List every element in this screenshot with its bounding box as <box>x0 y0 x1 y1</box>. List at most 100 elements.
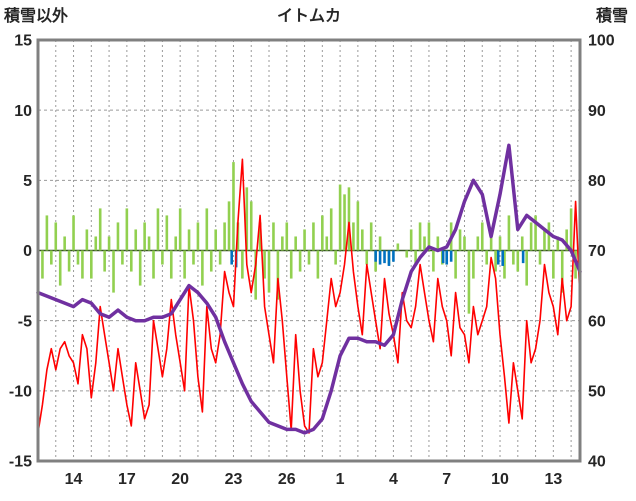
green-bars <box>85 229 89 251</box>
green-bars <box>232 162 235 251</box>
green-bars <box>272 222 275 251</box>
blue-bars <box>383 250 386 264</box>
right-axis-tick-label: 70 <box>588 243 606 260</box>
green-bars <box>76 250 80 265</box>
green-bars <box>218 250 222 265</box>
green-bars <box>338 184 342 251</box>
green-bars <box>529 222 533 251</box>
blue-bars <box>449 250 453 262</box>
x-axis-tick-label: 4 <box>389 471 398 488</box>
green-bars <box>134 229 138 251</box>
green-bars <box>472 250 475 279</box>
green-bars <box>356 201 360 251</box>
x-axis-tick-label: 17 <box>118 471 136 488</box>
green-bars <box>187 229 191 251</box>
green-bars <box>427 222 431 251</box>
green-bars <box>312 222 315 251</box>
green-bars <box>334 250 337 265</box>
green-bars <box>254 250 257 300</box>
green-bars <box>520 236 524 251</box>
green-bars <box>58 250 62 286</box>
green-bars <box>245 187 249 251</box>
green-bars <box>436 236 440 251</box>
green-bars <box>192 250 195 265</box>
green-bars <box>129 250 133 272</box>
green-bars <box>63 236 66 251</box>
green-bars <box>307 250 311 265</box>
green-bars <box>54 222 58 251</box>
green-bars <box>569 208 573 251</box>
green-bars <box>98 208 102 251</box>
right-axis-tick-label: 60 <box>588 313 606 330</box>
green-bars <box>125 208 129 251</box>
green-bars <box>516 250 520 272</box>
green-bars <box>525 250 528 286</box>
green-bars <box>454 250 457 279</box>
green-bars <box>152 250 155 279</box>
green-bars <box>258 222 262 251</box>
green-bars <box>463 236 466 251</box>
blue-bars <box>441 250 445 264</box>
blue-bars <box>392 250 395 262</box>
green-bars <box>94 236 98 251</box>
x-axis-tick-label: 10 <box>491 471 509 488</box>
green-bars <box>156 208 160 251</box>
green-bars <box>480 222 484 251</box>
green-bars <box>205 208 209 251</box>
blue-bars <box>374 250 377 262</box>
green-bars <box>45 215 49 251</box>
green-bars <box>289 250 293 279</box>
green-bars <box>543 229 546 251</box>
green-bars <box>263 250 266 279</box>
green-bars <box>552 250 555 279</box>
green-bars <box>112 250 115 293</box>
green-bars <box>147 236 151 251</box>
right-axis-tick-label: 40 <box>588 454 606 471</box>
green-bars <box>498 236 502 251</box>
green-bars <box>209 250 213 272</box>
left-axis-tick-label: 0 <box>23 243 32 260</box>
left-axis-tick-label: -10 <box>9 383 32 400</box>
blue-bars <box>521 250 525 264</box>
green-bars <box>303 229 306 251</box>
green-bars <box>507 215 511 251</box>
blue-bars <box>230 250 233 265</box>
green-bars <box>201 250 204 286</box>
green-bars <box>214 229 218 251</box>
green-bars <box>494 250 497 272</box>
green-bars <box>227 201 231 251</box>
green-bars <box>196 222 200 251</box>
green-bars <box>241 250 244 279</box>
green-bars <box>183 250 186 279</box>
right-axis-title: 積雪 <box>595 8 628 25</box>
green-bars <box>352 222 355 251</box>
green-bars <box>343 194 346 251</box>
green-bars <box>267 250 271 293</box>
green-bars <box>138 250 142 286</box>
green-bars <box>321 215 324 251</box>
green-bars <box>409 229 413 251</box>
green-bars <box>116 222 120 251</box>
green-bars <box>361 229 364 251</box>
green-bars <box>50 250 53 265</box>
green-bars <box>294 236 297 251</box>
green-bars <box>316 250 320 279</box>
x-axis-tick-label: 23 <box>225 471 243 488</box>
x-axis-tick-label: 20 <box>171 471 189 488</box>
green-bars <box>165 215 169 251</box>
green-bars <box>432 250 435 272</box>
green-bars <box>396 243 400 251</box>
blue-bars <box>387 250 391 266</box>
green-bars <box>121 250 124 265</box>
right-axis-tick-label: 50 <box>588 383 606 400</box>
blue-bars <box>501 250 504 266</box>
green-bars <box>378 236 382 251</box>
green-bars <box>276 250 280 300</box>
left-axis-title: 積雪以外 <box>4 8 69 25</box>
green-bars <box>178 208 182 251</box>
plot-frame <box>36 38 582 463</box>
x-axis-tick-label: 26 <box>278 471 296 488</box>
x-axis-tick-label: 13 <box>544 471 562 488</box>
